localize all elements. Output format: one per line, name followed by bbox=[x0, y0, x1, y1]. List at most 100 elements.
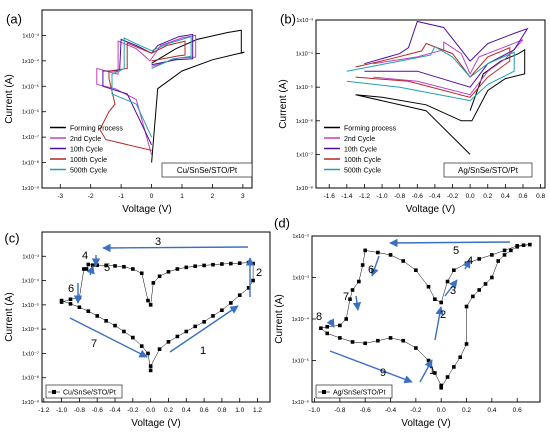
sweep-arrow bbox=[102, 243, 249, 253]
panel-label: (c) bbox=[4, 231, 19, 246]
data-point bbox=[433, 371, 437, 375]
data-point bbox=[388, 336, 393, 340]
step-label: 9 bbox=[380, 367, 386, 379]
y-tick-label: 1x10⁻⁷ bbox=[22, 134, 39, 141]
x-tick-label: -1.2 bbox=[38, 407, 50, 414]
sweep-arrow bbox=[69, 317, 148, 358]
sweep-arrow bbox=[329, 350, 413, 384]
data-point bbox=[113, 264, 117, 268]
data-point bbox=[146, 351, 150, 356]
chart-panel-3: (c) -1.2 -1.0 -0.8 -0.6 -0.4 -0.2 0.0 0.2 0.4 0.6 0… bbox=[4, 231, 271, 429]
sweep-arrow bbox=[169, 305, 239, 353]
x-tick-label: -0.8 bbox=[394, 193, 406, 200]
legend-entry: Forming Process bbox=[70, 126, 123, 133]
step-label: 8 bbox=[316, 311, 322, 323]
y-tick-label: 1x10⁻⁴ bbox=[296, 51, 314, 58]
series-group bbox=[346, 20, 529, 155]
data-point bbox=[175, 267, 180, 271]
data-point bbox=[376, 338, 380, 343]
device-label: Cu/SnSe/STO/Pt bbox=[177, 166, 238, 175]
x-tick-label: -1.0 bbox=[309, 407, 321, 414]
data-point bbox=[452, 268, 456, 272]
x-tick-label: 0.4 bbox=[487, 407, 496, 414]
panel-label: (b) bbox=[280, 12, 296, 27]
data-point bbox=[86, 309, 91, 313]
x-tick-label: -1.0 bbox=[56, 407, 68, 414]
data-point bbox=[202, 320, 206, 324]
legend-marker bbox=[52, 390, 56, 394]
data-point bbox=[220, 262, 224, 266]
x-tick-label: 0.6 bbox=[513, 407, 522, 414]
legend-marker bbox=[322, 390, 326, 394]
data-point bbox=[477, 288, 481, 292]
data-point bbox=[246, 286, 251, 290]
data-point bbox=[477, 257, 481, 261]
y-tick-label: 1x10⁻⁷ bbox=[22, 350, 39, 357]
x-tick-label: 1.2 bbox=[253, 407, 262, 414]
data-point bbox=[350, 340, 355, 344]
data-point bbox=[148, 364, 153, 368]
sweep-arrow bbox=[462, 259, 471, 270]
sweep-arrow bbox=[86, 265, 95, 276]
x-tick-label: 0.6 bbox=[518, 193, 527, 200]
y-tick-label: 1x10⁻⁹ bbox=[22, 399, 39, 406]
data-point bbox=[490, 275, 494, 280]
sweep-arrow bbox=[326, 318, 335, 328]
legend-entry: 500th Cycle bbox=[70, 168, 107, 175]
legend-entry: 100th Cycle bbox=[344, 157, 381, 164]
series-line bbox=[102, 33, 194, 146]
x-tick-label: -3 bbox=[57, 193, 63, 200]
x-tick-label: 1.0 bbox=[235, 407, 244, 414]
data-point bbox=[193, 324, 197, 329]
device-label: Ag/SnSe/STO/Pt bbox=[458, 166, 519, 175]
data-point bbox=[68, 297, 73, 302]
data-point bbox=[338, 323, 342, 328]
data-point bbox=[84, 267, 89, 271]
legend-entry: 2nd Cycle bbox=[70, 136, 101, 143]
data-point bbox=[464, 304, 469, 309]
step-label: 7 bbox=[343, 291, 349, 303]
y-tick-label: 1x10⁻⁶ bbox=[292, 399, 309, 406]
series-line bbox=[111, 35, 192, 138]
y-tick-label: 1x10⁻⁴ bbox=[22, 58, 40, 65]
data-point bbox=[414, 346, 418, 350]
data-point bbox=[439, 383, 443, 388]
x-tick-label: -1.6 bbox=[324, 193, 336, 200]
legend-entry: Cu/SnSe/STO/Pt bbox=[63, 390, 116, 397]
x-axis-label: Voltage (V) bbox=[401, 418, 450, 429]
data-point bbox=[319, 326, 323, 331]
data-point bbox=[211, 262, 215, 267]
data-point bbox=[104, 263, 108, 268]
y-tick-label: 1x10⁻³ bbox=[22, 254, 39, 260]
y-axis-label: Current (A) bbox=[4, 292, 15, 341]
y-tick-label: 1x10⁻⁸ bbox=[22, 160, 39, 167]
data-point bbox=[401, 259, 405, 263]
x-tick-label: 1 bbox=[180, 193, 184, 200]
x-tick-label: 0.0 bbox=[466, 193, 475, 200]
data-point bbox=[131, 335, 135, 340]
x-tick-label: -1 bbox=[118, 193, 124, 200]
y-tick-label: 1x10⁻² bbox=[292, 234, 309, 240]
y-axis-label: Current (A) bbox=[4, 74, 15, 123]
step-label: 7 bbox=[91, 338, 97, 350]
data-point bbox=[350, 288, 355, 292]
step-label: 5 bbox=[104, 262, 110, 274]
data-point bbox=[445, 279, 450, 284]
data-point bbox=[95, 314, 100, 318]
x-tick-label: -0.6 bbox=[360, 407, 372, 414]
data-point bbox=[414, 268, 418, 272]
data-point bbox=[483, 282, 488, 286]
step-label: 6 bbox=[368, 264, 374, 276]
step-label: 1 bbox=[200, 345, 206, 357]
x-tick-label: -1.0 bbox=[376, 193, 388, 200]
x-tick-label: 0.8 bbox=[536, 193, 545, 200]
y-tick-label: 1x10⁻⁶ bbox=[22, 109, 39, 116]
data-point bbox=[363, 341, 367, 346]
x-tick-label: -0.4 bbox=[429, 193, 441, 200]
step-label: 3 bbox=[155, 236, 161, 248]
data-point bbox=[433, 297, 437, 301]
data-point bbox=[151, 281, 156, 285]
step-label: 4 bbox=[467, 255, 473, 267]
data-point bbox=[184, 329, 189, 334]
sweep-arrow bbox=[370, 255, 380, 277]
